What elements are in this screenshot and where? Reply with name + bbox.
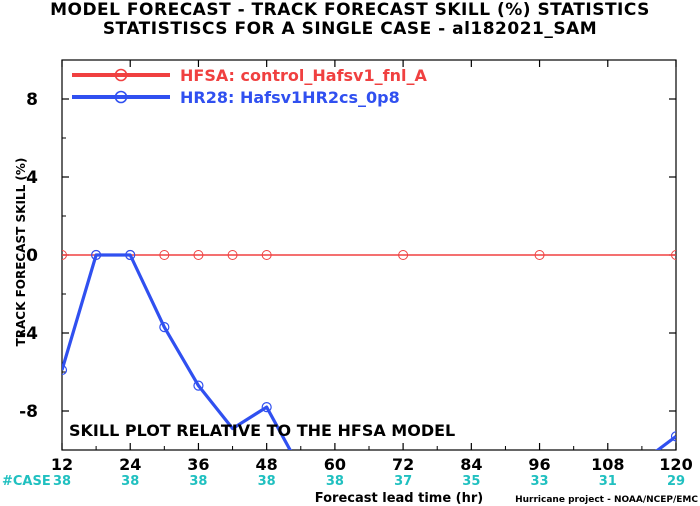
series-hfsa-point bbox=[193, 250, 204, 260]
x-axis-label: Forecast lead time (hr) bbox=[315, 491, 483, 506]
y-tick-label: 0 bbox=[26, 246, 38, 266]
x-tick-label: 36 bbox=[187, 455, 209, 474]
case-count: 31 bbox=[599, 474, 617, 489]
x-tick-label: 108 bbox=[591, 455, 624, 474]
plot-area bbox=[62, 249, 676, 450]
case-count: 38 bbox=[326, 474, 344, 489]
x-tick-label: 72 bbox=[392, 455, 414, 474]
case-count: 29 bbox=[667, 474, 685, 489]
footer-credit: Hurricane project - NOAA/NCEP/EMC bbox=[515, 495, 698, 505]
x-tick-label: 24 bbox=[119, 455, 141, 474]
chart-title-line2: STATISTISCS FOR A SINGLE CASE - al182021… bbox=[102, 19, 598, 39]
series-hr28-point bbox=[62, 364, 68, 376]
series-hfsa-point bbox=[227, 250, 238, 260]
case-label: #CASE bbox=[2, 474, 51, 489]
y-axis-label: TRACK FORECAST SKILL (%) bbox=[14, 158, 28, 347]
case-count: 33 bbox=[531, 474, 549, 489]
x-tick-label: 84 bbox=[460, 455, 482, 474]
case-count: 38 bbox=[53, 474, 71, 489]
y-tick-label: -4 bbox=[19, 324, 38, 344]
x-tick-label: 12 bbox=[51, 455, 73, 474]
y-tick-label: 4 bbox=[26, 168, 38, 188]
series-hr28-point bbox=[91, 249, 102, 261]
case-count: 38 bbox=[189, 474, 207, 489]
series-hr28-point bbox=[670, 431, 676, 442]
series-hr28-line-tail bbox=[655, 435, 676, 450]
y-tick-label: 8 bbox=[26, 90, 38, 110]
x-tick-label: 96 bbox=[528, 455, 550, 474]
series-hr28-point bbox=[159, 322, 170, 333]
legend-hfsa-label: HFSA: control_Hafsv1_fnl_A bbox=[180, 66, 427, 85]
series-hr28-point bbox=[125, 249, 136, 261]
series-hr28-point bbox=[261, 402, 272, 413]
series-hfsa-point bbox=[534, 250, 545, 260]
y-tick-label: -8 bbox=[19, 402, 38, 422]
case-count: 37 bbox=[394, 474, 412, 489]
legend-hr28-marker bbox=[114, 90, 128, 104]
case-count: 35 bbox=[462, 474, 480, 489]
x-tick-label: 120 bbox=[659, 455, 692, 474]
case-count: 38 bbox=[121, 474, 139, 489]
series-hfsa-point bbox=[261, 250, 272, 260]
series-hfsa-point bbox=[671, 250, 676, 260]
series-hr28-line bbox=[62, 253, 292, 450]
legend-hr28-label: HR28: Hafsv1HR2cs_0p8 bbox=[180, 88, 400, 107]
x-tick-label: 60 bbox=[324, 455, 346, 474]
x-tick-label: 48 bbox=[256, 455, 278, 474]
series-hfsa-point bbox=[159, 250, 170, 260]
series-hfsa-point bbox=[398, 250, 409, 260]
skill-annotation: SKILL PLOT RELATIVE TO THE HFSA MODEL bbox=[69, 421, 455, 440]
legend-hfsa-marker bbox=[114, 68, 128, 82]
series-hfsa-point bbox=[62, 250, 67, 260]
series-hr28-point bbox=[193, 380, 204, 391]
case-count: 38 bbox=[258, 474, 276, 489]
chart-title-line1: MODEL FORECAST - TRACK FORECAST SKILL (%… bbox=[50, 0, 650, 20]
